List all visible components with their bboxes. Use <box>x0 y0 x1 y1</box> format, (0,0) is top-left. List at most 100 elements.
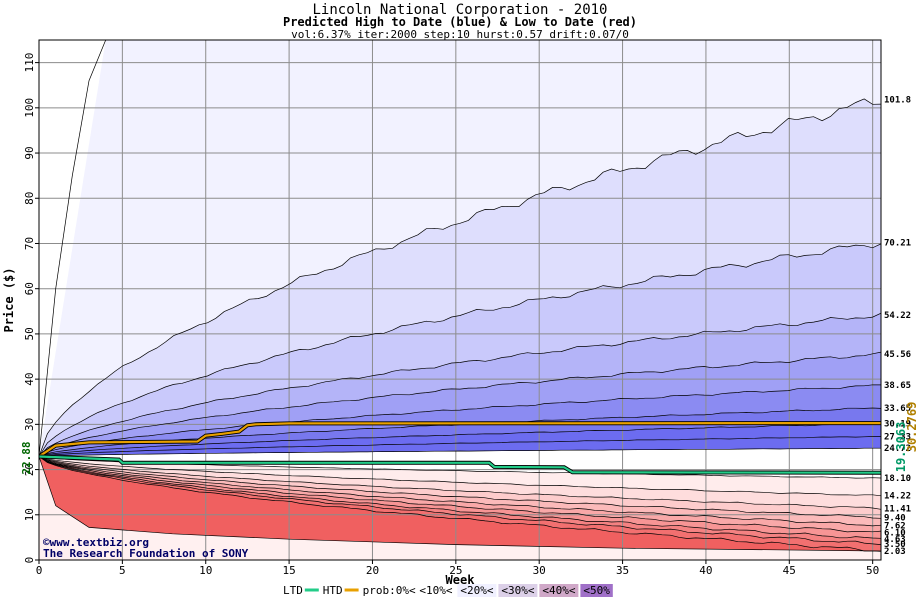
y-tick-label-0: 0 <box>23 557 36 564</box>
quantile-label-15: 4.63 <box>884 535 906 545</box>
legend-item-3-label: <10%< <box>419 584 452 597</box>
x-tick-label-5: 5 <box>119 564 126 577</box>
y-tick-label-10: 10 <box>23 508 36 521</box>
quantile-label-17: 2.03 <box>884 547 906 557</box>
quantile-line-2 <box>39 312 881 457</box>
x-axis-label: Week <box>446 573 476 587</box>
x-tick-label-45: 45 <box>783 564 796 577</box>
band-high-0 <box>39 40 881 457</box>
band-high-5 <box>39 384 881 457</box>
quantile-line-4 <box>39 384 881 457</box>
y-tick-label-60: 60 <box>23 282 36 295</box>
band-below-min <box>39 456 881 560</box>
quantile-label-0: 101.8 <box>884 96 911 106</box>
quantile-line-0 <box>39 98 881 457</box>
band-high-2 <box>39 243 881 457</box>
quantile-line-6 <box>39 423 881 457</box>
quantile-label-13: 7.62 <box>884 522 906 532</box>
probability-bands <box>39 40 881 560</box>
data-series <box>39 421 881 475</box>
legend-item-7-label: <50% <box>583 584 610 597</box>
y-tick-label-80: 80 <box>23 192 36 205</box>
quantile-line-11 <box>39 456 881 510</box>
band-low-2 <box>39 456 881 519</box>
plot-frame <box>38 39 882 561</box>
series-ltd <box>39 455 881 474</box>
quantile-line-1 <box>39 243 881 457</box>
band-low-tail <box>39 456 881 552</box>
quantile-label-2: 54.22 <box>884 311 911 321</box>
x-tick-label-25: 25 <box>449 564 462 577</box>
quantile-lines <box>39 40 881 552</box>
band-high-7 <box>39 423 881 457</box>
chart-title: Lincoln National Corporation - 2010 <box>312 2 608 18</box>
band-low-4 <box>39 456 881 532</box>
quantile-label-11: 11.41 <box>884 504 911 514</box>
band-low-3 <box>39 456 881 526</box>
band-low-5 <box>39 456 881 539</box>
y-tick-label-70: 70 <box>23 237 36 250</box>
quantile-label-12: 9.40 <box>884 513 906 523</box>
legend-item-3-swatch <box>416 584 456 597</box>
end-label-1: 19.3063 <box>894 422 908 473</box>
x-tick-label-35: 35 <box>616 564 629 577</box>
quantile-label-6: 30.19 <box>884 419 911 429</box>
start-price-label: 22.88 <box>20 441 33 474</box>
y-tick-label-100: 100 <box>23 98 36 118</box>
band-low-6 <box>39 456 881 545</box>
x-tick-label-10: 10 <box>199 564 212 577</box>
quantile-line-3 <box>39 351 881 457</box>
quantile-label-5: 33.65 <box>884 404 911 414</box>
series-htd <box>39 422 881 458</box>
legend-item-6-swatch <box>539 584 579 597</box>
legend-item-5-label: <30%< <box>501 584 534 597</box>
x-tick-label-40: 40 <box>699 564 712 577</box>
y-axis-label: Price ($) <box>2 267 16 332</box>
x-tick-label-30: 30 <box>533 564 546 577</box>
band-high-8 <box>39 436 881 457</box>
quantile-line-17 <box>39 456 881 552</box>
quantile-labels: 101.8 70.21 54.22 45.56 38.65 33.65 30.19 27.33… <box>884 96 911 557</box>
x-tick-label-20: 20 <box>366 564 379 577</box>
chart-parameters: vol:6.37% iter:2000 step:10 hurst:0.57 d… <box>291 28 629 41</box>
quantile-line-16 <box>39 456 881 545</box>
y-tick-label-20: 20 <box>23 463 36 476</box>
legend-item-1-label: HTD <box>323 584 343 597</box>
end-label-0: 30.2769 <box>905 402 919 453</box>
quantile-line-13 <box>39 456 881 527</box>
quantile-line-8 <box>39 447 881 457</box>
x-tick-label-15: 15 <box>282 564 295 577</box>
legend-item-4-swatch <box>457 584 497 597</box>
legend-item-6-label: <40%< <box>542 584 575 597</box>
legend-item-4-label: <20%< <box>460 584 493 597</box>
y-tick-label-50: 50 <box>23 327 36 340</box>
quantile-line-7 <box>39 436 881 457</box>
watermark-line-1: ©www.textbiz.org <box>43 536 149 549</box>
quantile-label-16: 3.50 <box>884 540 906 550</box>
quantile-label-7: 27.33 <box>884 432 911 442</box>
band-high-3 <box>39 313 881 457</box>
band-high-4 <box>39 352 881 457</box>
quantile-line-12 <box>39 456 881 519</box>
band-low-7 <box>39 456 881 552</box>
quantile-line-15 <box>39 456 881 539</box>
band-above-max <box>39 40 106 457</box>
y-tick-label-90: 90 <box>23 146 36 159</box>
legend-item-5-swatch <box>498 584 538 597</box>
band-low-1 <box>39 456 881 510</box>
quantile-label-1: 70.21 <box>884 239 911 249</box>
quantile-label-8: 24.72 <box>884 444 911 454</box>
axis-ticks: 0 5 10 15 20 25 30 35 40 45 50 0 10 20 30 40 50 60 70 80 90 1… <box>23 53 879 577</box>
watermark-line-2: The Research Foundation of SONY <box>43 547 249 560</box>
legend-item-7-swatch <box>580 584 613 597</box>
legend-item-2-label: prob:0%< <box>363 584 416 597</box>
quantile-label-9: 18.10 <box>884 474 911 484</box>
quantile-label-14: 6.10 <box>884 528 906 538</box>
min-curve <box>39 456 881 552</box>
quantile-label-10: 14.22 <box>884 492 911 502</box>
band-high-1 <box>39 98 881 457</box>
legend: LTD HTD prob:0%< <10%< <20%< <30%< <40%< <50% <box>283 584 613 597</box>
quantile-label-4: 38.65 <box>884 381 911 391</box>
